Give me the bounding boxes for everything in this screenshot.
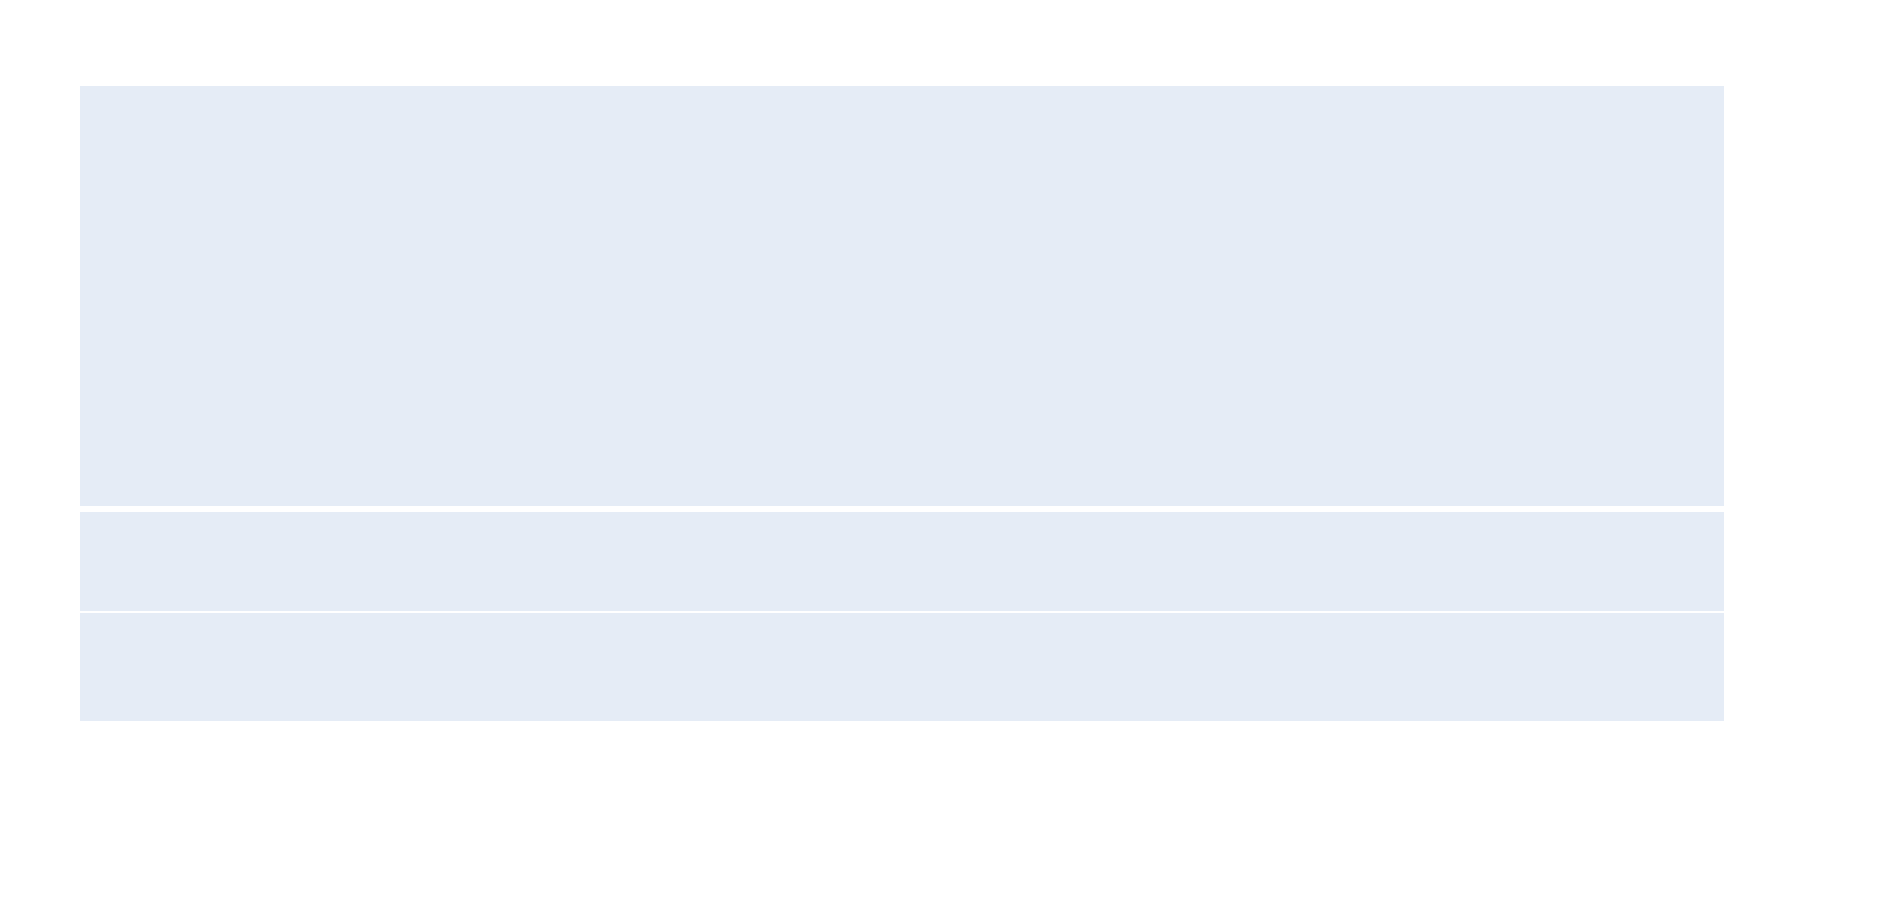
volume-plot-area [80,512,1724,611]
volume-chart-svg[interactable] [80,512,1724,611]
price-chart-svg[interactable] [80,86,1724,506]
other-plot-area [80,613,1724,721]
price-plot-area [80,86,1724,506]
other-chart-svg[interactable] [80,613,1724,721]
